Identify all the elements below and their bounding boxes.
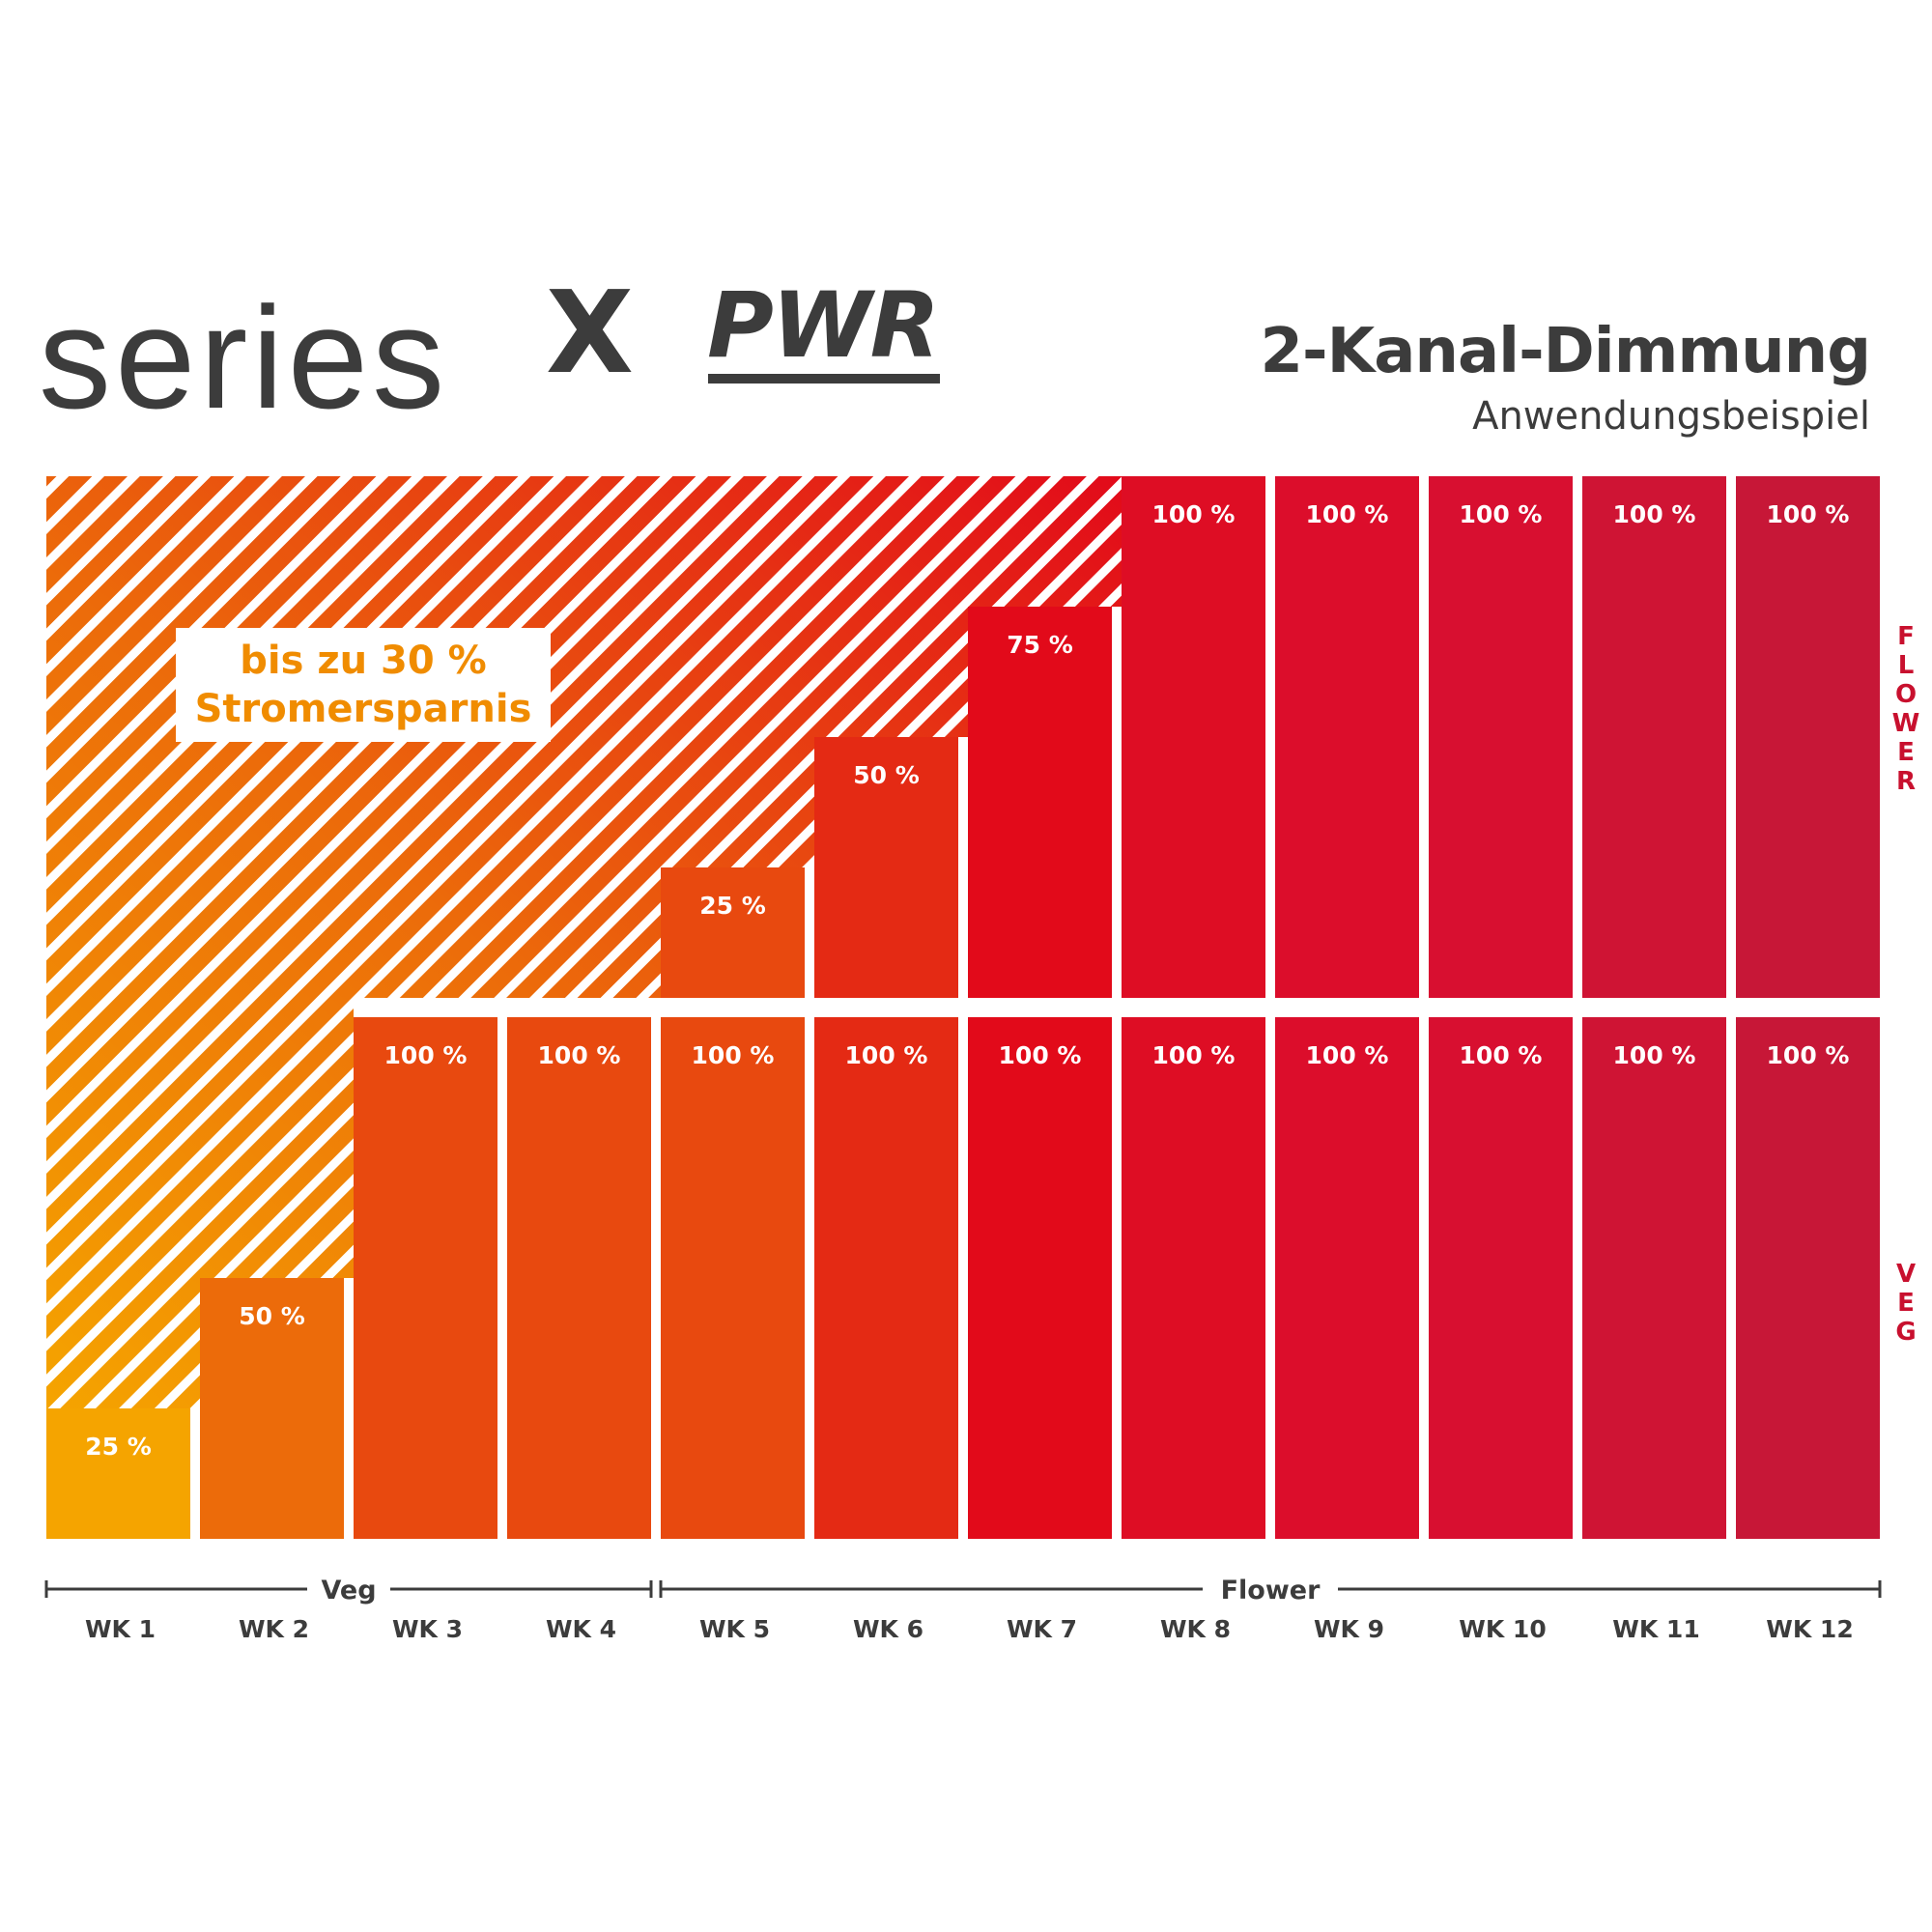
bar-flower-6 <box>814 737 958 998</box>
logo-underline <box>708 374 940 384</box>
bar-flower-8 <box>1122 476 1265 998</box>
x-tick-label-1: WK 1 <box>85 1615 156 1643</box>
bar-flower-label-5: 25 % <box>699 892 766 920</box>
bar-flower-label-12: 100 % <box>1767 500 1850 528</box>
bar-veg-label-3: 100 % <box>384 1041 468 1069</box>
svg-text:V: V <box>1896 1260 1916 1289</box>
svg-text:E: E <box>1897 1289 1915 1318</box>
bar-flower-label-10: 100 % <box>1460 500 1543 528</box>
x-tick-label-6: WK 6 <box>853 1615 923 1643</box>
x-tick-label-4: WK 4 <box>546 1615 616 1643</box>
bar-veg-11 <box>1582 1017 1726 1539</box>
bar-veg-label-1: 25 % <box>85 1433 152 1461</box>
bar-flower-label-11: 100 % <box>1613 500 1696 528</box>
x-tick-label-12: WK 12 <box>1766 1615 1853 1643</box>
bar-veg-2 <box>200 1278 344 1539</box>
bar-veg-label-7: 100 % <box>999 1041 1082 1069</box>
logo-x: X <box>546 266 634 399</box>
side-label-veg: VEG <box>1895 1260 1916 1347</box>
logo-pwr: PWR <box>707 273 940 379</box>
bar-flower-11 <box>1582 476 1726 998</box>
bar-veg-label-10: 100 % <box>1460 1041 1543 1069</box>
x-tick-label-7: WK 7 <box>1007 1615 1077 1643</box>
bar-veg-12 <box>1736 1017 1880 1539</box>
chart-title: 2-Kanal-Dimmung <box>1260 316 1871 387</box>
bar-flower-label-9: 100 % <box>1306 500 1389 528</box>
callout-line2: Stromersparnis <box>194 687 532 731</box>
svg-text:F: F <box>1897 622 1915 651</box>
bar-veg-8 <box>1122 1017 1265 1539</box>
bar-veg-7 <box>968 1017 1112 1539</box>
bar-veg-label-8: 100 % <box>1152 1041 1236 1069</box>
bar-flower-label-8: 100 % <box>1152 500 1236 528</box>
bar-veg-label-5: 100 % <box>692 1041 775 1069</box>
bar-veg-label-11: 100 % <box>1613 1041 1696 1069</box>
x-tick-label-11: WK 11 <box>1612 1615 1699 1643</box>
bar-veg-label-12: 100 % <box>1767 1041 1850 1069</box>
svg-text:W: W <box>1892 709 1920 738</box>
chart-subtitle: Anwendungsbeispiel <box>1472 394 1870 439</box>
bar-flower-5 <box>661 867 805 998</box>
svg-text:G: G <box>1895 1318 1916 1347</box>
svg-text:R: R <box>1896 767 1916 796</box>
svg-text:O: O <box>1895 680 1917 709</box>
bars: 25 % 50 % 100 % 100 % 100 % 25 % 100 % 50 % 100 … <box>46 476 1880 1539</box>
bar-flower-label-7: 75 % <box>1007 631 1073 659</box>
bar-veg-3 <box>354 1017 497 1539</box>
phase-label-2: Flower <box>1221 1576 1321 1605</box>
bar-flower-label-6: 50 % <box>853 761 920 789</box>
bar-veg-label-9: 100 % <box>1306 1041 1389 1069</box>
svg-text:L: L <box>1898 651 1915 680</box>
bar-veg-label-6: 100 % <box>845 1041 928 1069</box>
logo: series X PWR <box>39 275 940 440</box>
bar-veg-5 <box>661 1017 805 1539</box>
x-tick-label-8: WK 8 <box>1160 1615 1231 1643</box>
logo-series: series <box>39 276 449 439</box>
bar-veg-1 <box>46 1408 190 1539</box>
phase-label-1: Veg <box>321 1576 376 1605</box>
bar-flower-7 <box>968 607 1112 998</box>
x-tick-label-10: WK 10 <box>1459 1615 1546 1643</box>
x-tick-label-5: WK 5 <box>699 1615 770 1643</box>
bar-veg-10 <box>1429 1017 1573 1539</box>
bar-veg-4 <box>507 1017 651 1539</box>
bar-veg-label-4: 100 % <box>538 1041 621 1069</box>
callout-line1: bis zu 30 % <box>240 639 487 683</box>
savings-callout: bis zu 30 % Stromersparnis <box>176 628 551 742</box>
bar-veg-label-2: 50 % <box>239 1302 305 1330</box>
bar-flower-10 <box>1429 476 1573 998</box>
bar-flower-12 <box>1736 476 1880 998</box>
x-tick-label-2: WK 2 <box>239 1615 309 1643</box>
bar-veg-6 <box>814 1017 958 1539</box>
phase-bracket-1: Veg <box>44 1576 653 1605</box>
svg-text:E: E <box>1897 738 1915 767</box>
bar-flower-9 <box>1275 476 1419 998</box>
x-axis: WK 1 WK 2 WK 3 WK 4 WK 5 WK 6 WK 7 WK 8 WK 9 WK 1… <box>44 1576 1882 1643</box>
bar-veg-9 <box>1275 1017 1419 1539</box>
phase-bracket-2: Flower <box>659 1576 1882 1605</box>
x-tick-label-3: WK 3 <box>392 1615 463 1643</box>
x-tick-label-9: WK 9 <box>1314 1615 1384 1643</box>
